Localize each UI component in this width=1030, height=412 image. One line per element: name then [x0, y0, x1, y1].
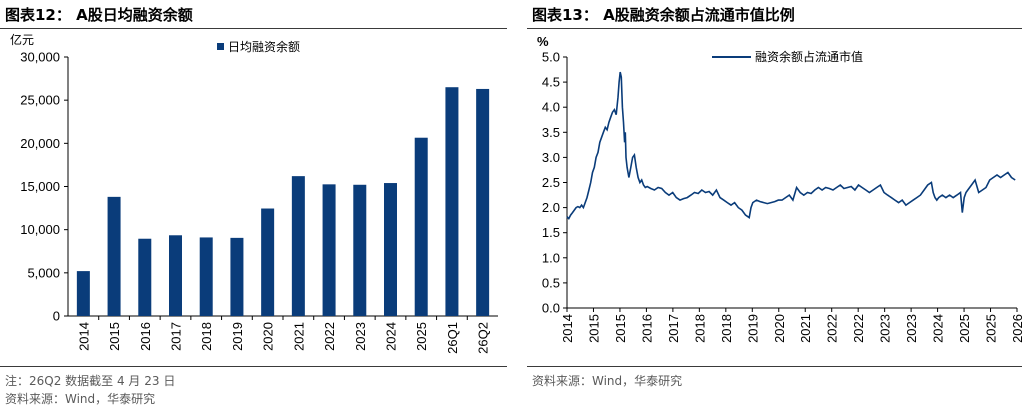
left-chart-title: 图表12： A股日均融资余额: [5, 6, 193, 24]
line-y-tick-label: 5.0: [542, 50, 560, 65]
line-legend-label: 融资余额占流通市值: [755, 49, 863, 64]
line-x-tick-label: 2015: [613, 314, 628, 343]
line-x-tick-label: 2021: [798, 314, 813, 343]
bar-legend-swatch: [217, 43, 224, 50]
bar-x-tick-label: 2025: [414, 322, 429, 351]
line-x-tick-label: 2022: [851, 314, 866, 343]
bar: [322, 184, 336, 316]
line-x-tick-label: 2020: [772, 314, 787, 343]
right-source: 资料来源：Wind，华泰研究: [532, 374, 683, 388]
line-x-tick-label: 2018: [692, 314, 707, 343]
bar: [107, 196, 121, 316]
bar-x-axis: 2014 2015 2016 2017 2018 2019 2020 2021 2022 2023…: [68, 315, 498, 354]
line-x-tick-label: 2016: [639, 314, 654, 343]
right-chart-title: 图表13： A股融资余额占流通市值比例: [532, 6, 795, 24]
right-chart-panel: 图表13： A股融资余额占流通市值比例 % 0.0 0.5 1.0 1.5 2.0 2.5…: [527, 0, 1030, 412]
line-y-tick-label: 4.5: [542, 75, 560, 90]
line-x-tick-label: 2025: [984, 314, 999, 343]
bar-x-tick-label: 2015: [107, 322, 122, 351]
line-y-tick-label: 3.5: [542, 125, 560, 140]
line-chart: % 0.0 0.5 1.0 1.5 2.0 2.5 3.0 3.5 4.0 4.5 5.0 2014…: [537, 34, 1025, 343]
bar-y-tick-label: 10,000: [20, 222, 60, 237]
bar: [353, 184, 367, 316]
bar-chart: 亿元 05,00010,00015,00020,00025,00030,000 …: [10, 32, 498, 354]
bar-x-tick-label: 2014: [76, 322, 91, 351]
bar-y-tick-label: 15,000: [20, 179, 60, 194]
line-y-tick-label: 0.5: [542, 275, 560, 290]
line-x-tick-label: 2017: [666, 314, 681, 343]
line-x-tick-label: 2022: [825, 314, 840, 343]
bar-x-tick-label: 2020: [261, 322, 276, 351]
bar-y-tick-label: 30,000: [20, 50, 60, 65]
line-y-axis: 0.0 0.5 1.0 1.5 2.0 2.5 3.0 3.5 4.0 4.5 5.0: [542, 50, 568, 316]
bar-x-tick-label: 2021: [291, 322, 306, 351]
bar-x-tick-label: 2024: [384, 322, 399, 351]
line-x-tick-label: 2023: [904, 314, 919, 343]
bar-y-tick-label: 5,000: [27, 265, 60, 280]
line-series: [566, 71, 1016, 220]
line-x-tick-label: 2023: [878, 314, 893, 343]
bar: [199, 237, 213, 316]
bar-series: [76, 87, 490, 317]
line-x-tick-label: 2018: [719, 314, 734, 343]
line-x-axis: 2014 2015 2015 2016 2017 2018 2018 2019 2020 2021…: [560, 307, 1025, 343]
line-y-tick-label: 2.5: [542, 175, 560, 190]
bar: [445, 87, 459, 316]
bar: [230, 237, 244, 316]
left-footnote: 注：26Q2 数据截至 4 月 23 日: [5, 374, 176, 388]
right-unit-label: %: [537, 34, 549, 49]
bar-x-tick-label: 2022: [322, 322, 337, 351]
bar: [261, 208, 275, 316]
bar: [384, 183, 397, 316]
bar-y-axis: 0 5,000 10,000 15,000 20,000 25,000 30,000: [20, 50, 69, 324]
bar-x-tick-label: 2017: [169, 322, 184, 351]
left-bottom-rule: [0, 366, 507, 367]
line-x-tick-label: 2014: [560, 314, 575, 343]
bar: [169, 235, 182, 316]
bar: [414, 137, 428, 316]
bar: [476, 88, 490, 317]
bar: [291, 176, 305, 316]
bar-y-tick-label: 0: [53, 309, 60, 324]
line-y-tick-label: 1.0: [542, 250, 560, 265]
bar-legend: 日均融资余额: [217, 39, 300, 54]
left-source: 资料来源：Wind，华泰研究: [5, 392, 156, 406]
line-y-tick-label: 3.0: [542, 150, 560, 165]
left-title-rule: [0, 28, 507, 29]
bar-legend-label: 日均融资余额: [228, 39, 300, 54]
bar: [76, 271, 90, 316]
right-title-rule: [527, 28, 1022, 29]
line-legend: 融资余额占流通市值: [712, 49, 863, 64]
right-bottom-rule: [527, 366, 1022, 367]
bar-x-tick-label: 2019: [230, 322, 245, 351]
bar-x-tick-label: 2018: [199, 322, 214, 351]
bar-y-tick-label: 25,000: [20, 93, 60, 108]
bar-x-tick-label: 26Q2: [476, 322, 491, 354]
bar-y-tick-label: 20,000: [20, 136, 60, 151]
line-y-tick-label: 2.0: [542, 200, 560, 215]
line-x-tick-label: 2025: [957, 314, 972, 343]
bar: [138, 238, 152, 316]
bar-x-tick-label: 2023: [353, 322, 368, 351]
line-x-tick-label: 2015: [586, 314, 601, 343]
bar-x-tick-label: 2016: [138, 322, 153, 351]
line-y-tick-label: 4.0: [542, 100, 560, 115]
line-x-tick-label: 2024: [931, 314, 946, 343]
line-y-tick-label: 0.0: [542, 301, 560, 316]
line-y-tick-label: 1.5: [542, 225, 560, 240]
left-unit-label: 亿元: [10, 32, 34, 47]
line-x-tick-label: 2026: [1010, 314, 1025, 343]
left-chart-panel: 图表12： A股日均融资余额 亿元 0 5,000 10,000 15,000 20,0…: [0, 6, 507, 406]
bar-x-tick-label: 26Q1: [445, 322, 460, 354]
line-x-tick-label: 2019: [745, 314, 760, 343]
